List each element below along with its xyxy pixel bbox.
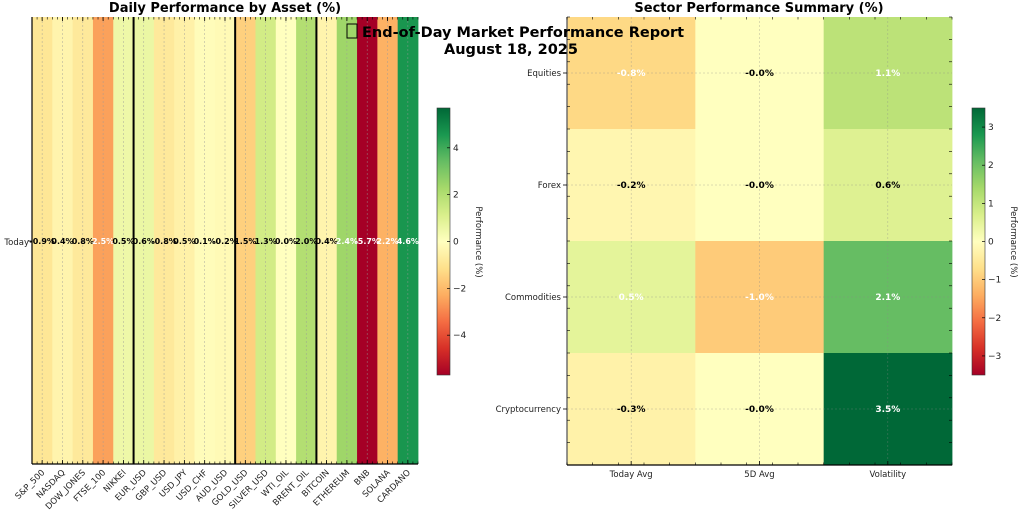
sector-value-label: -0.2% xyxy=(617,181,646,191)
asset-value-label: 0.0% xyxy=(275,237,297,246)
asset-value-label: 2.0% xyxy=(295,237,317,246)
sector-row-label: Commodities xyxy=(505,293,562,303)
asset-colorbar: −4 −2 0 2 4 Performance (%) xyxy=(436,107,483,376)
asset-value-label: 0.5% xyxy=(112,237,134,246)
asset-value-label: 2.5% xyxy=(92,237,114,246)
asset-value-label: -0.9% xyxy=(29,237,55,246)
asset-colorbar-label: Performance (%) xyxy=(473,206,483,277)
asset-value-label: 0.1% xyxy=(194,237,216,246)
suptitle-date: August 18, 2025 xyxy=(444,42,578,58)
asset-cell-usd-chf xyxy=(194,17,216,464)
suptitle-line1: End-of-Day Market Performance Report xyxy=(362,25,684,41)
asset-cell-dow-jones xyxy=(72,17,94,464)
row-label-today: Today xyxy=(3,238,29,248)
colorbar-tick-label: −1 xyxy=(988,276,1001,286)
asset-value-label: -5.7% xyxy=(354,237,380,246)
chart-emoji-icon xyxy=(346,23,358,39)
asset-value-label: 0.5% xyxy=(173,237,195,246)
colorbar-tick-label: −4 xyxy=(453,331,467,341)
sector-heatmap-title: Sector Performance Summary (%) xyxy=(634,1,883,16)
sector-summary-heatmap: Sector Performance Summary (%) Equities F… xyxy=(496,1,1018,480)
sector-column-label: Volatility xyxy=(869,470,906,480)
asset-cell-usd-jpy xyxy=(174,17,195,464)
asset-heatmap-title: Daily Performance by Asset (%) xyxy=(109,1,341,16)
colorbar-tick-label: 0 xyxy=(453,238,459,248)
colorbar-tick-label: −3 xyxy=(988,352,1001,362)
asset-cell-brent-oil xyxy=(296,17,317,464)
sector-value-label: 0.5% xyxy=(619,293,644,303)
sector-colorbar-label: Performance (%) xyxy=(1008,206,1018,277)
asset-cell-bnb xyxy=(357,17,378,464)
asset-value-label: 1.3% xyxy=(255,237,277,246)
asset-value-label: 0.4% xyxy=(51,237,73,246)
asset-value-label: 4.6% xyxy=(397,237,419,246)
asset-value-label: -0.8% xyxy=(151,237,177,246)
asset-performance-heatmap: Daily Performance by Asset (%) S&P_500NA… xyxy=(3,1,483,512)
sector-value-label: -0.3% xyxy=(617,405,646,415)
sector-value-label: 0.6% xyxy=(875,181,900,191)
asset-cell-s-p-500 xyxy=(32,17,53,464)
asset-value-label: 1.5% xyxy=(234,237,256,246)
asset-value-label: 0.6% xyxy=(133,237,155,246)
colorbar-tick-label: −2 xyxy=(453,284,466,294)
sector-value-label: -0.0% xyxy=(745,69,774,79)
asset-cell-ethereum xyxy=(336,17,358,464)
asset-cell-cardano xyxy=(397,17,419,464)
asset-cell-bitcoin xyxy=(316,17,338,464)
sector-value-label: -0.8% xyxy=(617,69,646,79)
asset-cell-ftse-100 xyxy=(92,17,114,464)
sector-value-label: 3.5% xyxy=(875,405,900,415)
asset-cell-wti-oil xyxy=(275,17,297,464)
asset-value-label: 0.8% xyxy=(72,237,94,246)
asset-value-label: 2.4% xyxy=(336,237,358,246)
colorbar-tick-label: 3 xyxy=(988,123,994,133)
sector-value-label: 2.1% xyxy=(875,293,900,303)
asset-value-label: 0.4% xyxy=(315,237,337,246)
asset-cell-gbp-usd xyxy=(153,17,175,464)
colorbar-tick-label: 2 xyxy=(988,161,994,171)
sector-value-label: 1.1% xyxy=(875,69,900,79)
report-suptitle: End-of-Day Market Performance Report Aug… xyxy=(346,23,684,58)
asset-cell-solana xyxy=(377,17,399,464)
asset-value-label: 2.2% xyxy=(376,237,398,246)
asset-cell-gold-usd xyxy=(235,17,256,464)
sector-row-label: Equities xyxy=(527,69,561,79)
sector-row-label: Forex xyxy=(538,181,561,191)
asset-cell-nikkei xyxy=(113,17,134,464)
asset-cell-eur-usd xyxy=(133,17,155,464)
asset-cell-nasdaq xyxy=(52,17,74,464)
colorbar-tick-label: 4 xyxy=(453,144,459,154)
sector-row-label: Cryptocurrency xyxy=(496,405,561,415)
sector-value-label: -0.0% xyxy=(745,405,774,415)
asset-value-label: -0.2% xyxy=(212,237,238,246)
sector-value-label: -0.0% xyxy=(745,181,774,191)
asset-cell-silver-usd xyxy=(255,17,277,464)
sector-column-label: Today Avg xyxy=(609,470,653,480)
colorbar-tick-label: 1 xyxy=(988,199,994,209)
sector-value-label: -1.0% xyxy=(745,293,774,303)
asset-cell-aud-usd xyxy=(214,17,236,464)
colorbar-tick-label: 2 xyxy=(453,191,459,201)
sector-column-label: 5D Avg xyxy=(744,470,774,480)
sector-colorbar: −3 −2 −1 0 1 2 3 Performance (%) xyxy=(971,107,1018,376)
colorbar-tick-label: −2 xyxy=(988,314,1001,324)
colorbar-tick-label: 0 xyxy=(988,238,994,248)
